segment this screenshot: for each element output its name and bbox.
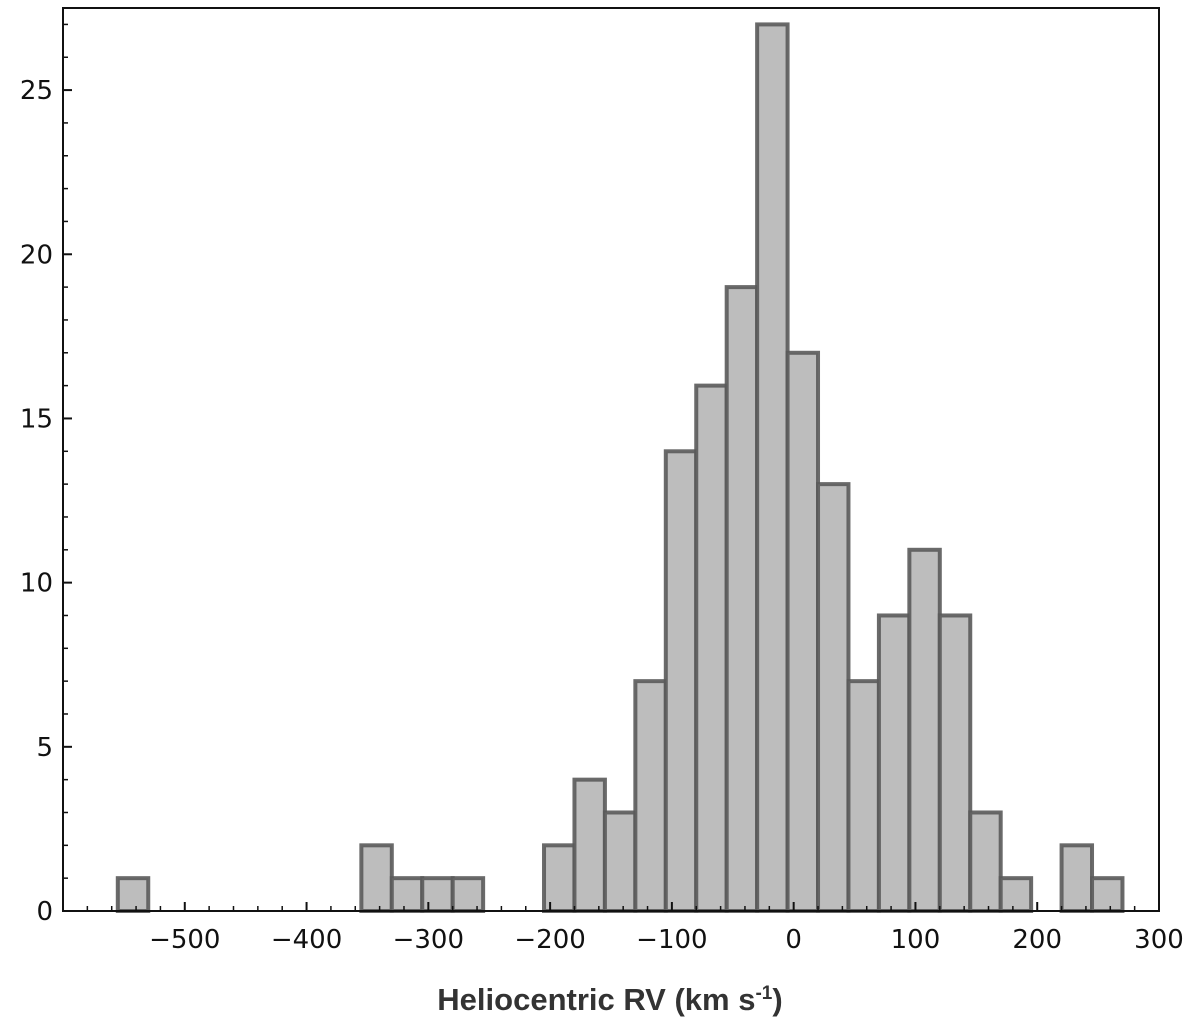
histogram-bar-12 bbox=[755, 22, 790, 914]
y-tick-label-1: 5 bbox=[36, 733, 53, 763]
y-tick-label-5: 25 bbox=[20, 76, 53, 106]
histogram-bar-9 bbox=[663, 449, 699, 913]
histogram-bar-22 bbox=[1090, 876, 1125, 913]
ticks-group bbox=[63, 23, 1160, 912]
histogram-bar-14 bbox=[816, 482, 851, 913]
histogram-bar-2 bbox=[389, 876, 425, 913]
y-tick-label-4: 20 bbox=[20, 240, 53, 270]
x-axis-title-superscript: -1 bbox=[755, 983, 772, 1004]
histogram-bar-13 bbox=[785, 350, 821, 914]
histogram-bar-6 bbox=[572, 777, 607, 913]
x-tick-label-8: 300 bbox=[1134, 925, 1184, 955]
x-tick-label-1: −400 bbox=[271, 925, 342, 955]
histogram-bar-16 bbox=[876, 613, 912, 913]
y-tick-label-3: 15 bbox=[20, 404, 53, 434]
histogram-bar-20 bbox=[998, 876, 1034, 913]
x-axis-title: Heliocentric RV (km s-1) bbox=[437, 982, 782, 1017]
x-tick-label-3: −200 bbox=[514, 925, 585, 955]
x-axis-title-main: Heliocentric RV (km s bbox=[437, 982, 755, 1017]
histogram-bar-1 bbox=[359, 843, 394, 913]
x-tick-label-4: −100 bbox=[636, 925, 707, 955]
histogram-bar-7 bbox=[602, 810, 638, 913]
histogram-bar-19 bbox=[968, 810, 1003, 913]
x-tick-label-0: −500 bbox=[149, 925, 220, 955]
histogram-bar-8 bbox=[633, 679, 668, 913]
histogram-bar-0 bbox=[115, 876, 151, 913]
histogram-bar-21 bbox=[1059, 843, 1095, 913]
histogram-bar-18 bbox=[937, 613, 973, 913]
y-tick-label-0: 0 bbox=[36, 897, 53, 927]
histogram-bar-17 bbox=[907, 547, 942, 913]
x-tick-label-7: 200 bbox=[1012, 925, 1062, 955]
bars-group bbox=[115, 22, 1125, 914]
x-tick-label-2: −300 bbox=[393, 925, 464, 955]
histogram-bar-5 bbox=[542, 843, 577, 913]
y-tick-label-2: 10 bbox=[20, 569, 53, 599]
plot-frame bbox=[62, 7, 1160, 912]
x-tick-label-5: 0 bbox=[785, 925, 802, 955]
histogram-bar-15 bbox=[846, 679, 881, 913]
x-axis-title-close: ) bbox=[772, 982, 782, 1017]
x-tick-label-6: 100 bbox=[891, 925, 941, 955]
tick-labels-group: −500 −400 −300 −200 −100 0 100 200 300 0 5 10 15 20 25 bbox=[20, 76, 1184, 955]
histogram-bar-10 bbox=[694, 383, 729, 914]
histogram-bar-11 bbox=[724, 285, 760, 914]
histogram-bar-4 bbox=[450, 876, 486, 913]
histogram-bar-3 bbox=[420, 876, 455, 913]
